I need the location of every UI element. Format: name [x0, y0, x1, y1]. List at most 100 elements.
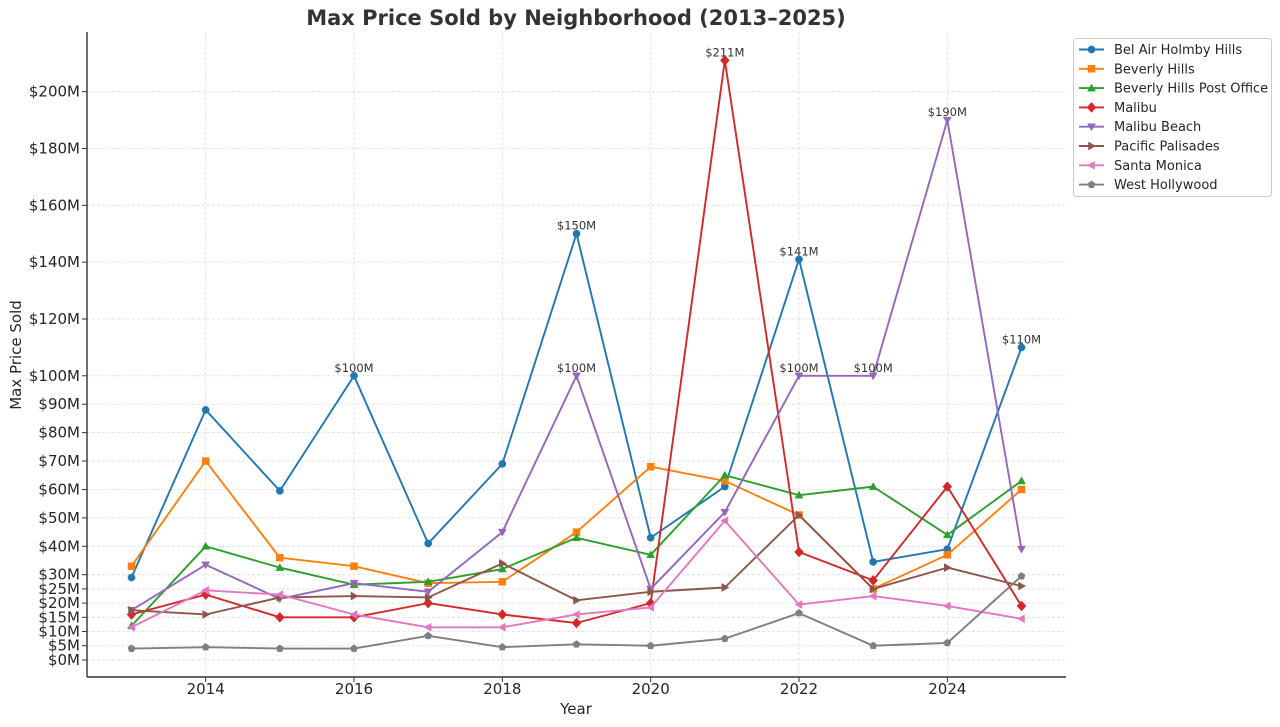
y-tick-label: $20M — [38, 594, 80, 612]
legend-marker-icon — [1086, 160, 1095, 170]
legend-label: Beverly Hills Post Office — [1114, 82, 1268, 97]
legend-marker-icon — [1087, 45, 1096, 54]
data-point — [868, 372, 878, 381]
data-point — [350, 644, 358, 652]
data-label: $100M — [334, 361, 373, 375]
data-point — [795, 608, 803, 617]
data-point — [868, 591, 877, 601]
y-tick-label: $80M — [38, 424, 80, 442]
x-tick-label: 2022 — [780, 680, 818, 698]
y-tick-label: $15M — [38, 608, 80, 626]
x-tick-label: 2024 — [928, 680, 966, 698]
data-label: $211M — [705, 45, 744, 59]
annotations: $100M $150M $100M $211M $141M $100M $100M $190M… — [334, 45, 1041, 374]
data-label: $141M — [779, 244, 818, 258]
data-point — [869, 584, 878, 594]
data-point — [201, 541, 211, 550]
y-tick-label: $70M — [38, 452, 80, 470]
data-point — [275, 563, 285, 571]
data-point — [719, 55, 730, 66]
y-tick-label: $180M — [29, 139, 80, 157]
data-point — [349, 610, 358, 619]
data-point — [497, 609, 508, 620]
data-point — [274, 611, 285, 623]
legend-item-santa-monica: Santa Monica — [1079, 159, 1202, 174]
data-point — [571, 610, 580, 619]
legend-item-pacific-palisades: Pacific Palisades — [1079, 140, 1220, 155]
data-label: $100M — [779, 361, 818, 375]
y-tick-label: $25M — [38, 580, 80, 598]
series-bel-air-holmby-hills — [127, 229, 1026, 582]
data-point — [794, 546, 804, 558]
legend: Bel Air Holmby Hills Beverly Hills Beverly… — [1073, 38, 1272, 197]
y-tick-label: $120M — [29, 310, 80, 328]
data-point — [942, 601, 951, 611]
data-point — [201, 585, 209, 595]
legend-item-beverly-hills-post-office: Beverly Hills Post Office — [1079, 82, 1268, 97]
data-label: $100M — [854, 361, 893, 375]
data-point — [497, 564, 507, 573]
data-point — [572, 372, 581, 381]
data-point — [646, 462, 655, 471]
y-tick-label: $60M — [38, 480, 80, 498]
legend-label: Malibu Beach — [1114, 120, 1201, 135]
data-label: $150M — [557, 219, 596, 233]
data-point — [126, 622, 135, 632]
data-point — [350, 371, 358, 380]
data-point — [720, 516, 729, 526]
data-point — [424, 539, 433, 548]
data-point — [499, 558, 507, 568]
legend-item-west-hollywood: West Hollywood — [1079, 178, 1218, 193]
data-point — [942, 116, 952, 125]
series-malibu — [126, 55, 1027, 629]
legend-item-bel-air-holmby-hills: Bel Air Holmby Hills — [1079, 43, 1242, 58]
data-point — [275, 590, 284, 600]
data-point — [423, 577, 433, 586]
legend-label: Bel Air Holmby Hills — [1114, 43, 1242, 58]
data-point — [794, 600, 803, 609]
data-point — [201, 457, 210, 465]
series-beverly-hills-post-office — [127, 470, 1026, 630]
data-point — [423, 622, 432, 632]
legend-marker-icon — [1087, 123, 1096, 132]
legend-label: West Hollywood — [1114, 178, 1218, 193]
y-ticks: $0M$5M$10M$15M$20M$25M$30M $40M $50M $60M $7… — [29, 83, 87, 669]
data-point — [275, 644, 284, 652]
data-point — [647, 587, 656, 597]
y-tick-label: $30M — [38, 566, 80, 584]
legend-item-malibu: Malibu — [1079, 101, 1157, 116]
data-point — [424, 631, 433, 640]
data-point — [721, 583, 730, 592]
data-point — [1017, 476, 1026, 485]
legend-marker-icon — [1088, 141, 1097, 151]
data-point — [1016, 600, 1027, 612]
data-point — [350, 591, 359, 601]
data-point — [572, 640, 581, 648]
data-point — [943, 551, 952, 559]
data-point — [572, 229, 581, 238]
data-point — [349, 579, 359, 588]
data-point — [869, 558, 878, 566]
y-tick-label: $10M — [38, 623, 80, 641]
data-point — [795, 510, 804, 520]
series-santa-monica — [126, 516, 1025, 632]
data-point — [350, 562, 358, 570]
axes — [86, 32, 1066, 678]
data-point — [646, 533, 655, 542]
data-label: $110M — [1002, 332, 1041, 346]
legend-marker-icon — [1087, 65, 1096, 73]
data-point — [646, 550, 656, 559]
legend-item-malibu-beach: Malibu Beach — [1079, 120, 1201, 135]
legend-marker-icon — [1087, 180, 1096, 188]
legend-marker-icon — [1087, 83, 1096, 92]
legend-label: Malibu — [1114, 101, 1157, 116]
data-point — [720, 634, 729, 642]
data-point — [573, 595, 582, 605]
x-tick-label: 2018 — [483, 680, 521, 698]
x-axis-label: Year — [559, 700, 593, 718]
y-tick-label: $100M — [29, 367, 80, 385]
data-point — [571, 617, 582, 629]
data-point — [944, 563, 952, 573]
data-point — [646, 641, 655, 650]
